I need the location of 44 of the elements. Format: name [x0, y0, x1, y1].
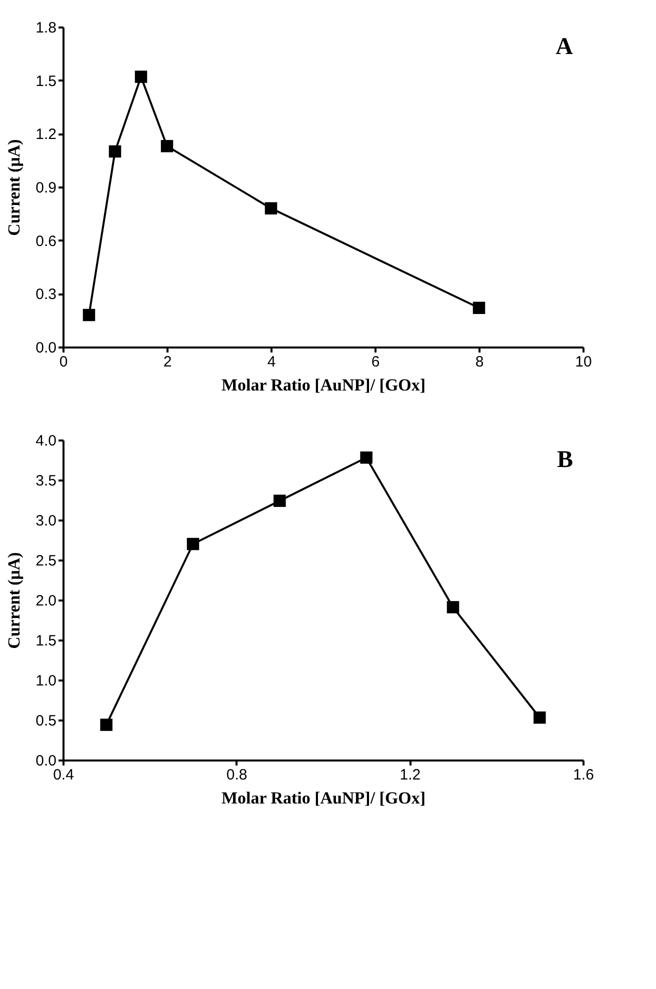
- annotation: B: [556, 447, 573, 473]
- point: [186, 538, 200, 550]
- x-tick-label: 8: [475, 354, 484, 370]
- y-tick-label: 1.5: [36, 632, 56, 650]
- point: [534, 711, 546, 724]
- y-tick-label: 2.5: [36, 552, 56, 570]
- y-tick-label: 1.8: [36, 20, 56, 36]
- point: [360, 451, 372, 464]
- y-tick-label: 0.5: [36, 712, 56, 730]
- y-tick-label: 1.5: [36, 72, 56, 90]
- point: [134, 70, 148, 83]
- x-tick-label: 2: [163, 354, 172, 370]
- point: [160, 140, 174, 152]
- annotation: A: [556, 34, 574, 60]
- y-tick-label: 0.9: [36, 180, 56, 196]
- y-tick-label: 0.3: [36, 286, 56, 304]
- x-tick-label: 4: [267, 354, 276, 370]
- x-tick-label: 6: [371, 354, 380, 370]
- x-tick-label: 1.6: [573, 766, 594, 784]
- x-tick-label: 10: [575, 354, 592, 370]
- y-tick-label: 1.2: [36, 126, 56, 144]
- x-tick-label: 1.2: [400, 766, 421, 784]
- point: [472, 302, 486, 314]
- y-tick-label: 0.0: [36, 340, 56, 356]
- point: [274, 494, 286, 507]
- y-axis-title: Current (μA): [4, 552, 24, 649]
- y-tick-label: 3.5: [36, 472, 56, 490]
- point: [100, 718, 112, 731]
- y-axis-title: Current (μA): [4, 139, 24, 236]
- y-tick-label: 0.6: [36, 232, 56, 250]
- x-tick-label: 0.4: [53, 766, 74, 784]
- x-tick-label: 0: [59, 354, 68, 370]
- y-tick-label: 1.0: [36, 672, 56, 690]
- y-tick-label: 3.0: [36, 512, 56, 530]
- x-tick-label: 0.8: [226, 766, 248, 784]
- point: [446, 601, 460, 614]
- y-tick-label: 0.0: [36, 752, 56, 770]
- point: [264, 202, 278, 214]
- point: [82, 308, 96, 322]
- y-tick-label: 2.0: [36, 592, 56, 610]
- y-tick-label: 4.0: [36, 432, 56, 450]
- x-axis-title: Molar Ratio [AuNP]/ [GOx]: [221, 788, 426, 808]
- point: [108, 145, 122, 158]
- x-axis-title: Molar Ratio [AuNP]/ [GOx]: [221, 376, 426, 394]
